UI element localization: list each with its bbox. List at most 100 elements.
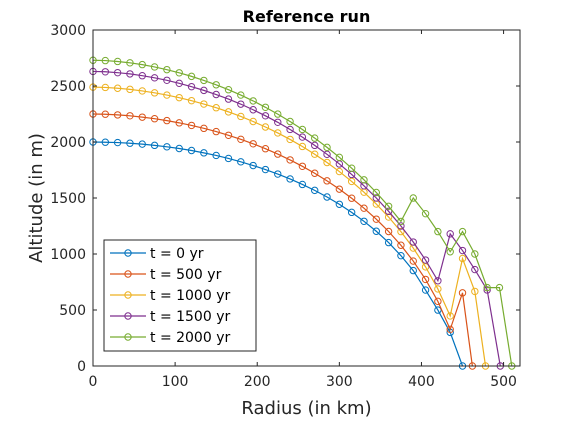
data-point — [458, 246, 467, 255]
data-point — [409, 257, 417, 265]
data-point — [187, 96, 196, 105]
legend-marker — [124, 270, 132, 278]
data-point — [458, 227, 467, 236]
data-point — [360, 204, 368, 212]
series-1 — [89, 110, 477, 370]
series-line-2 — [92, 86, 487, 367]
data-point — [409, 238, 417, 246]
data-point — [101, 110, 110, 118]
data-point — [261, 123, 270, 131]
data-point — [372, 215, 380, 223]
data-point — [421, 275, 430, 284]
data-point — [421, 286, 430, 294]
data-point — [397, 227, 405, 236]
data-point — [347, 208, 356, 217]
data-point — [434, 277, 442, 285]
data-point — [372, 194, 380, 202]
series-line-4 — [92, 59, 513, 367]
data-point — [138, 87, 146, 95]
data-point — [113, 111, 122, 119]
data-point — [446, 312, 454, 320]
data-point — [224, 86, 233, 94]
data-point — [446, 325, 454, 334]
data-point — [397, 251, 405, 260]
data-point — [434, 227, 442, 236]
data-point — [311, 150, 319, 158]
y-tick-label: 1500 — [50, 191, 86, 207]
data-point — [311, 169, 319, 177]
data-point — [138, 113, 146, 121]
data-point — [249, 117, 257, 126]
x-tick-label: 100 — [162, 374, 189, 390]
data-point — [323, 150, 331, 159]
data-point — [212, 104, 220, 112]
legend-item: t = 2000 yr — [110, 330, 230, 346]
data-point — [187, 82, 196, 91]
series-line-0 — [92, 141, 464, 367]
data-point — [446, 248, 454, 256]
data-point — [421, 209, 430, 218]
data-point — [397, 241, 405, 249]
data-point — [261, 112, 270, 120]
series-4 — [89, 56, 516, 370]
data-point — [249, 97, 257, 105]
x-tick-label: 400 — [408, 374, 435, 390]
series-3 — [89, 67, 504, 370]
data-point — [409, 194, 417, 202]
data-point — [249, 106, 257, 114]
legend-item: t = 0 yr — [110, 246, 204, 262]
data-point — [298, 162, 307, 171]
data-point — [163, 65, 171, 74]
data-point — [113, 84, 122, 92]
chart-title: Reference run — [243, 7, 371, 26]
data-point — [150, 141, 159, 150]
data-point — [311, 141, 319, 150]
data-point — [113, 138, 122, 147]
data-point — [138, 72, 146, 80]
legend-marker — [124, 291, 132, 299]
data-point — [360, 217, 368, 226]
data-point — [224, 131, 233, 139]
data-point — [471, 250, 479, 258]
data-point — [434, 297, 442, 306]
data-point — [101, 56, 110, 65]
data-point — [384, 202, 393, 210]
data-point — [274, 129, 282, 137]
data-point — [298, 180, 307, 189]
data-point — [200, 100, 208, 108]
data-point — [347, 164, 356, 172]
data-point — [126, 112, 134, 120]
x-tick-label: 500 — [490, 374, 517, 390]
data-point — [113, 57, 122, 66]
data-point — [360, 176, 368, 184]
data-point — [274, 150, 282, 158]
data-point — [311, 186, 319, 195]
data-point — [126, 70, 134, 78]
data-point — [298, 142, 307, 151]
data-point — [384, 227, 393, 236]
data-point — [175, 69, 183, 77]
data-point — [335, 185, 344, 193]
series-2 — [89, 83, 490, 370]
legend: t = 0 yr t = 500 yr t = 1000 yr t = 1500 yr… — [103, 239, 257, 352]
data-point — [224, 108, 233, 116]
data-point — [237, 91, 245, 99]
data-point — [175, 79, 183, 88]
legend-label: t = 1500 yr — [150, 309, 230, 325]
data-point — [347, 177, 356, 186]
series-layer — [89, 56, 516, 370]
data-point — [249, 161, 257, 170]
x-tick-label: 0 — [89, 374, 98, 390]
data-point — [200, 149, 208, 157]
y-axis-title: Altitude (in m) — [26, 133, 47, 263]
data-point — [212, 151, 220, 160]
data-point — [347, 194, 356, 202]
data-point — [298, 133, 307, 141]
data-point — [397, 217, 405, 226]
data-point — [237, 158, 245, 166]
data-point — [163, 76, 171, 84]
data-point — [150, 74, 159, 82]
data-point — [150, 89, 159, 97]
data-point — [249, 140, 257, 148]
legend-item: t = 1500 yr — [110, 309, 230, 325]
